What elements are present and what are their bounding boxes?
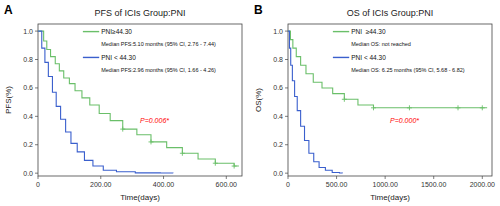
legend-note: Median OS: not reached — [351, 41, 411, 47]
y-tick-label: 0.0 — [273, 170, 283, 177]
censor-mark — [480, 105, 485, 110]
legend-label: PNI < 44.30 — [351, 54, 386, 61]
y-tick — [35, 59, 38, 60]
x-tick-label: 400.00 — [153, 181, 175, 188]
legend-note: Median OS: 6.25 months (95% CI, 5.68 - 6… — [351, 67, 465, 73]
survival-curve — [288, 31, 342, 173]
x-tick-label: 0 — [36, 181, 40, 188]
legend-note: Median PFS:2.96 months (95% CI, 1.66 - 4… — [101, 67, 216, 73]
x-tick-label: 200.00 — [90, 181, 112, 188]
plot-area — [38, 31, 239, 173]
y-tick-label: 1.0 — [273, 28, 283, 35]
chart: 0 200.00 400.00 600.00 0.0 0.2 0.4 0.6 0.8 1.0 PFS… — [0, 0, 500, 206]
y-tick-label: 0.2 — [273, 141, 283, 148]
legend-swatch — [333, 31, 349, 32]
x-tick-label: 500.00 — [326, 181, 348, 188]
y-tick — [35, 31, 38, 32]
x-tick — [482, 176, 483, 179]
x-tick-label: 1000.00 — [372, 181, 397, 188]
censor-mark — [407, 105, 412, 110]
x-label: Time(days) — [370, 193, 410, 202]
x-tick — [163, 176, 164, 179]
y-tick — [285, 31, 288, 32]
x-tick-label: 2000.00 — [470, 181, 495, 188]
censor-mark — [213, 161, 218, 166]
x-tick-label: 600.00 — [216, 181, 238, 188]
y-tick — [35, 87, 38, 88]
y-tick-label: 0.6 — [23, 84, 33, 91]
plot-frame — [288, 24, 492, 176]
y-tick-label: 0.8 — [23, 56, 33, 63]
survival-curve — [38, 31, 239, 166]
y-tick-label: 0.0 — [23, 170, 33, 177]
p-value: P=0.000* — [390, 117, 419, 124]
x-tick — [226, 176, 227, 179]
y-tick — [35, 144, 38, 145]
x-tick — [38, 176, 39, 179]
legend-swatch — [83, 31, 99, 32]
y-tick-label: 0.4 — [23, 113, 33, 120]
survival-curve — [38, 31, 173, 173]
y-tick — [285, 59, 288, 60]
x-tick — [433, 176, 434, 179]
y-label: PFS(%) — [4, 86, 13, 114]
censor-mark — [371, 105, 376, 110]
title: PFS of ICIs Group:PNI — [94, 8, 185, 18]
legend-swatch — [333, 57, 349, 58]
censor-mark — [180, 151, 185, 156]
plot-area — [288, 31, 487, 173]
censor-mark — [148, 139, 153, 144]
panel: 0 500.00 1000.00 1500.00 2000.00 0.0 0.2 0.4 0.6… — [254, 3, 495, 202]
y-tick — [35, 116, 38, 117]
x-tick — [288, 176, 289, 179]
x-tick-label: 0 — [286, 181, 290, 188]
y-tick — [285, 116, 288, 117]
survival-curve — [288, 31, 487, 108]
censor-mark — [120, 127, 125, 132]
y-tick-label: 0.6 — [273, 84, 283, 91]
p-value: P=0.006* — [140, 117, 169, 124]
y-tick-label: 0.8 — [273, 56, 283, 63]
legend-swatch — [83, 57, 99, 58]
y-tick-label: 0.4 — [273, 113, 283, 120]
title: OS of ICIs Group:PNI — [347, 8, 434, 18]
x-label: Time(days) — [120, 193, 160, 202]
x-tick — [385, 176, 386, 179]
y-tick-label: 1.0 — [23, 28, 33, 35]
legend-label: PNI≥44.30 — [101, 28, 132, 35]
x-tick-label: 1500.00 — [421, 181, 446, 188]
x-tick — [336, 176, 337, 179]
y-tick-label: 0.2 — [23, 141, 33, 148]
censor-mark — [342, 97, 347, 102]
censor-mark — [456, 105, 461, 110]
panel: 0 200.00 400.00 600.00 0.0 0.2 0.4 0.6 0.8 1.0 PFS… — [4, 3, 242, 202]
legend-note: Median PFS:5.10 months (95% CI, 2.76 - 7… — [101, 41, 216, 47]
plot-frame — [38, 24, 242, 176]
y-tick — [285, 87, 288, 88]
panel-label: B — [254, 3, 263, 17]
legend-label: PNI ≥44.30 — [351, 28, 386, 35]
y-tick — [285, 173, 288, 174]
panel-label: A — [4, 3, 13, 17]
y-tick — [35, 173, 38, 174]
censor-mark — [232, 164, 237, 169]
x-tick — [100, 176, 101, 179]
y-tick — [285, 144, 288, 145]
y-label: OS(%) — [254, 88, 263, 112]
legend-label: PNI < 44.30 — [101, 54, 136, 61]
